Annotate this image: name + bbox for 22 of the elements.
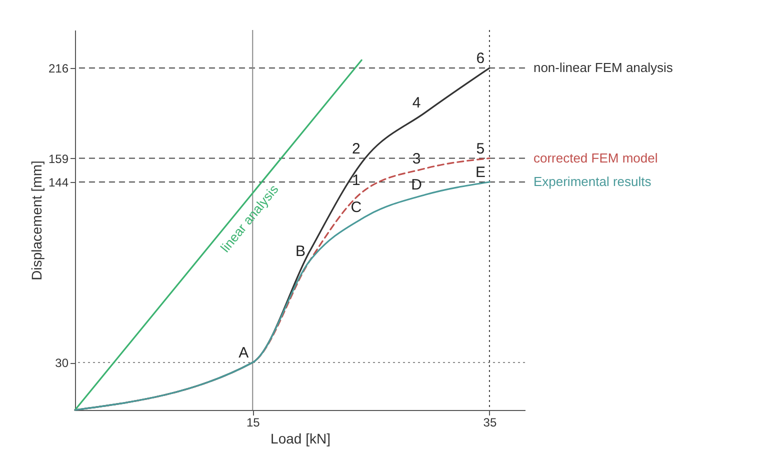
annotation: E bbox=[475, 164, 486, 181]
annotation: 5 bbox=[476, 140, 485, 158]
y-axis-title: Displacement [mm] bbox=[28, 160, 44, 280]
annotation: 1 bbox=[352, 172, 360, 189]
text: non-linear FEM analysis bbox=[533, 60, 674, 75]
annotation: D bbox=[411, 176, 422, 194]
annotation: A bbox=[238, 344, 249, 362]
y-tick-label: 159 bbox=[48, 152, 69, 166]
text: Experimental results bbox=[533, 174, 652, 189]
annotation: 2 bbox=[352, 140, 360, 158]
annotation: 3 bbox=[412, 150, 421, 168]
annotation: 6 bbox=[476, 50, 485, 67]
x-axis-title: Load [kN] bbox=[270, 430, 330, 446]
y-tick-label: 144 bbox=[48, 176, 69, 190]
x-tick-label: 35 bbox=[483, 416, 497, 430]
annotation: C bbox=[350, 198, 362, 216]
y-tick-label: 30 bbox=[55, 356, 69, 370]
annotation: B bbox=[295, 243, 306, 260]
x-tick-label: 15 bbox=[246, 416, 260, 430]
annotation: 4 bbox=[412, 94, 421, 112]
text: corrected FEM model bbox=[533, 150, 658, 166]
y-tick-label: 216 bbox=[48, 62, 69, 76]
